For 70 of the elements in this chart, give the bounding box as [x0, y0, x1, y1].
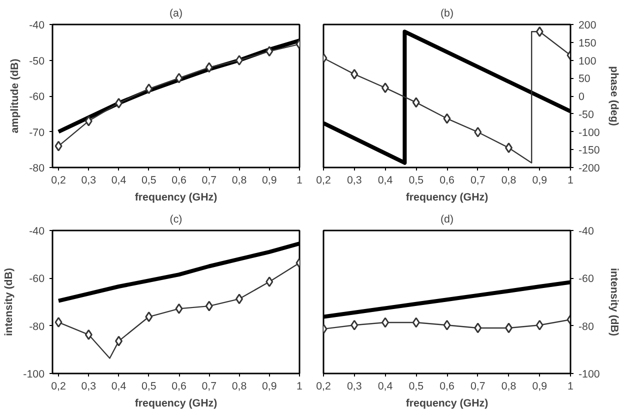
x-tick-label: 0,8 — [501, 380, 516, 392]
x-tick-label: 0,6 — [172, 380, 186, 392]
y2-tick-label: 150 — [578, 37, 596, 50]
x-tick-label: 0,7 — [202, 380, 217, 392]
x-tick-label: 0,6 — [440, 174, 454, 186]
x-tick-label: 0,9 — [532, 380, 548, 392]
y-tick-label: -60 — [29, 91, 45, 103]
y-tick-label: -40 — [29, 20, 45, 32]
y2-tick-label: 100 — [578, 55, 596, 68]
x-tick-label: 0,2 — [51, 380, 66, 392]
y-tick-label: -100 — [23, 368, 45, 380]
chart-title: (c) — [170, 214, 182, 226]
y2-tick-label: -40 — [578, 226, 594, 238]
x-tick-label: 0,4 — [111, 380, 126, 392]
y2-tick-label: -60 — [578, 273, 594, 286]
y2-tick-label: -200 — [578, 162, 600, 174]
y2-tick-label: -100 — [578, 368, 600, 380]
x-tick-label: 0,9 — [262, 174, 277, 186]
y2-tick-label: 50 — [578, 73, 590, 86]
y-tick-label: -60 — [29, 273, 45, 286]
x-tick-label: 0,5 — [141, 380, 156, 392]
x-tick-label: 0,4 — [378, 380, 393, 392]
x-tick-label: 0,3 — [81, 174, 96, 186]
y2-tick-label: 0 — [578, 91, 584, 103]
x-tick-label: 0,7 — [470, 174, 486, 186]
x-tick-label: 1 — [296, 174, 303, 186]
x-tick-label: 0,8 — [232, 380, 247, 392]
x-tick-label: 0,2 — [51, 174, 66, 186]
x-tick-label: 0,9 — [262, 380, 277, 392]
x-tick-label: 0,2 — [316, 174, 331, 186]
y-tick-label: -80 — [29, 320, 45, 333]
x-tick-label: 0,4 — [378, 174, 393, 186]
y2-tick-label: -80 — [578, 320, 594, 333]
y-tick-label: -50 — [29, 55, 45, 68]
y-tick-label: -70 — [29, 126, 45, 139]
x-tick-label: 0,4 — [111, 174, 126, 186]
chart-title: (a) — [169, 8, 183, 20]
y2-tick-label: -100 — [578, 126, 600, 139]
x-tick-label: 0,8 — [232, 174, 247, 186]
y-tick-label: -40 — [29, 226, 45, 238]
y-tick-label: -80 — [29, 162, 45, 174]
x-tick-label: 1 — [296, 380, 303, 392]
x-tick-label: 0,5 — [141, 174, 156, 186]
x-tick-label: 0,6 — [440, 380, 454, 392]
x-tick-label: 0,7 — [202, 174, 217, 186]
chart-title: (d) — [440, 214, 454, 226]
x-tick-label: 0,8 — [501, 174, 516, 186]
x-tick-label: 0,7 — [470, 380, 486, 392]
x-tick-label: 0,5 — [408, 174, 424, 186]
x-tick-label: 0,5 — [408, 380, 424, 392]
x-tick-label: 1 — [568, 174, 574, 186]
x-axis-title: frequency (GHz) — [134, 398, 218, 410]
x-tick-label: 0,3 — [346, 174, 362, 186]
y2-tick-label: 200 — [578, 20, 596, 32]
y2-axis-title: intensity (dB) — [608, 268, 620, 336]
x-tick-label: 0,2 — [316, 380, 331, 392]
x-tick-label: 1 — [568, 380, 574, 392]
y2-tick-label: -150 — [578, 144, 600, 157]
x-axis-title: frequency (GHz) — [134, 192, 218, 204]
x-tick-label: 0,3 — [81, 380, 96, 392]
y-axis-title: intensity (dB) — [3, 268, 16, 336]
y2-axis-title: phase (deg) — [608, 66, 620, 126]
chart-title: (b) — [440, 8, 454, 20]
x-tick-label: 0,3 — [346, 380, 362, 392]
x-tick-label: 0,6 — [172, 174, 186, 186]
y-axis-title: amplitude (dB) — [9, 58, 22, 134]
y2-tick-label: -50 — [578, 108, 594, 121]
x-tick-label: 0,9 — [532, 174, 548, 186]
x-axis-title: frequency (GHz) — [406, 398, 489, 410]
x-axis-title: frequency (GHz) — [406, 192, 489, 204]
